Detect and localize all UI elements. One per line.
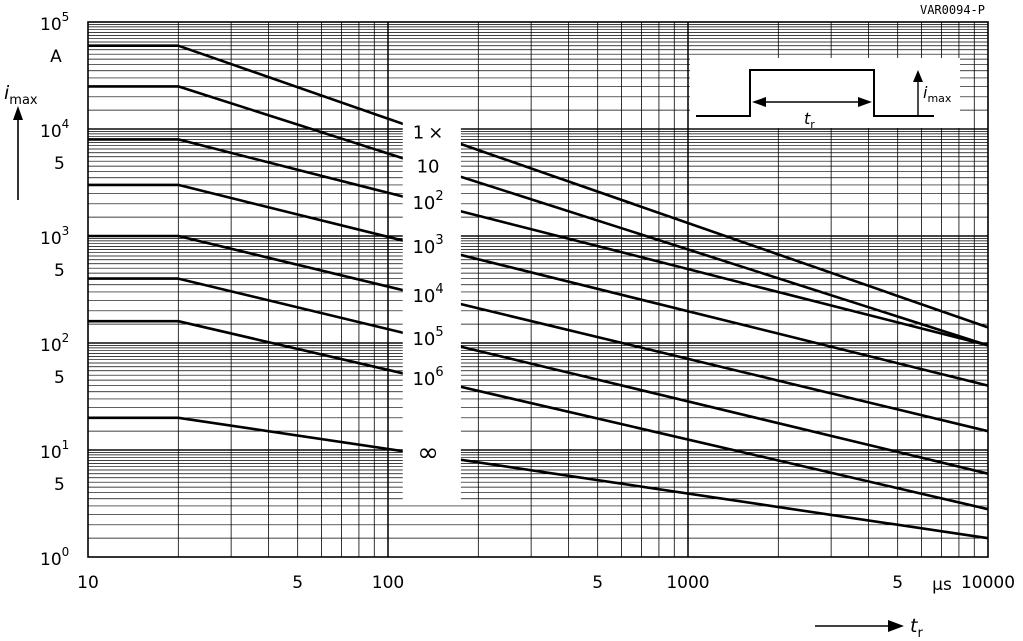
y-tick-label: 103 — [40, 224, 69, 249]
pulse-amplitude-arrow — [913, 70, 923, 82]
curve-label-4: 103 — [412, 233, 443, 258]
x-tick-labels: 10 5 100 5 1000 5 10000 — [77, 573, 1015, 593]
svg-text:imax: imax — [923, 83, 952, 105]
curve-label-6: 105 — [412, 325, 443, 350]
inset-amplitude-symbol: i — [923, 83, 928, 102]
curve-7 — [88, 319, 989, 511]
y-axis-title: imax — [4, 82, 38, 200]
chart-code: VAR0094-P — [920, 3, 985, 17]
y-axis-symbol: i — [4, 82, 10, 104]
curve-6 — [88, 277, 989, 475]
curve-label-8: ∞ — [417, 438, 439, 468]
y-axis-arrowhead — [13, 106, 23, 120]
x-tick-label: 5 — [592, 573, 603, 593]
y-unit-label: A — [50, 47, 62, 67]
y-tick-labels: 105 104 5 103 5 102 5 101 5 100 — [40, 10, 69, 570]
curve-2 — [88, 85, 989, 347]
curve-labels: 1 × 10 102 103 104 105 106 ∞ — [412, 123, 443, 468]
pulse-inset: tr imax — [690, 58, 960, 131]
y-tick-label: 105 — [40, 10, 69, 35]
x-tick-label: 5 — [892, 573, 903, 593]
curve-label-3: 102 — [412, 189, 443, 214]
x-axis-subscript: r — [917, 626, 923, 641]
curve-label-gap — [402, 122, 461, 502]
grid — [88, 22, 988, 557]
y-tick-label: 102 — [40, 331, 69, 356]
y-tick-label: 104 — [40, 117, 69, 142]
x-unit-label: µs — [932, 575, 952, 595]
curve-label-5: 104 — [412, 282, 443, 307]
x-tick-label: 5 — [292, 573, 303, 593]
svg-text:tr: tr — [804, 109, 815, 131]
pulse-duration-arrow-left — [752, 97, 766, 107]
inset-amplitude-subscript: max — [927, 92, 951, 105]
x-tick-label: 10 — [77, 573, 99, 593]
curve-8 — [88, 416, 989, 540]
x-axis-title: tr — [815, 615, 923, 641]
curve-4 — [88, 183, 989, 387]
y-tick-label: 101 — [40, 438, 69, 463]
pulse-waveform — [696, 69, 934, 117]
y-tick-label: 5 — [54, 368, 65, 388]
svg-text:tr: tr — [910, 615, 923, 641]
curve-label-background — [402, 122, 461, 502]
inset-duration-symbol: t — [804, 109, 811, 128]
x-tick-label: 1000 — [666, 573, 709, 593]
y-tick-label: 5 — [54, 475, 65, 495]
curve-label-1: 1 × — [413, 123, 444, 144]
x-tick-label: 10000 — [961, 573, 1015, 593]
curve-1 — [88, 44, 989, 329]
y-axis-subscript: max — [9, 93, 38, 108]
y-tick-label: 5 — [54, 261, 65, 281]
inset-background — [690, 58, 960, 128]
curves — [88, 44, 989, 540]
curve-label-2: 10 — [417, 156, 440, 177]
curve-5 — [88, 234, 989, 433]
x-axis-arrowhead — [888, 620, 904, 632]
y-tick-label: 100 — [40, 545, 69, 570]
y-tick-label: 5 — [54, 154, 65, 174]
curve-3 — [88, 138, 989, 347]
x-tick-label: 100 — [372, 573, 404, 593]
pulse-duration-arrow-right — [858, 97, 872, 107]
curve-label-7: 106 — [412, 365, 443, 390]
inset-duration-subscript: r — [810, 118, 815, 131]
plot-frame — [87, 21, 989, 558]
svg-text:imax: imax — [4, 82, 38, 108]
x-axis-symbol: t — [910, 615, 919, 637]
